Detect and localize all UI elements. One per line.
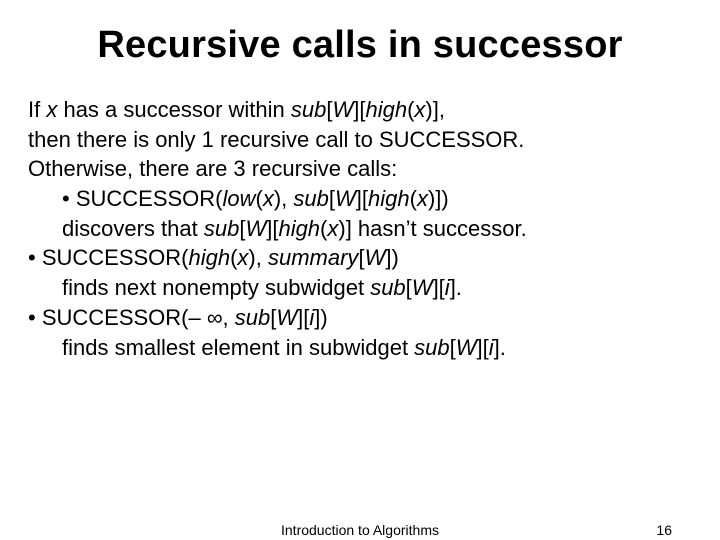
term-high: high — [368, 186, 410, 211]
text: has a successor within — [57, 97, 291, 122]
text: ), — [274, 186, 294, 211]
text: discovers that — [62, 216, 204, 241]
footer-title: Introduction to Algorithms — [281, 522, 439, 538]
var-w: W — [365, 245, 386, 270]
term-summary: summary — [268, 245, 358, 270]
slide: Recursive calls in successor If x has a … — [0, 0, 720, 540]
term-high: high — [189, 245, 231, 270]
text: ]. — [494, 335, 506, 360]
var-x: x — [417, 186, 428, 211]
text: • SUCCESSOR( — [28, 245, 189, 270]
text: ][ — [433, 275, 445, 300]
term-low: low — [223, 186, 256, 211]
var-x: x — [46, 97, 57, 122]
text: ][ — [353, 97, 365, 122]
var-x: x — [237, 245, 248, 270]
text: ][ — [356, 186, 368, 211]
var-x: x — [327, 216, 338, 241]
text: • SUCCESSOR(– ∞, — [28, 305, 235, 330]
text: ]) — [385, 245, 398, 270]
bullet-3-cont: finds smallest element in subwidget sub[… — [28, 333, 692, 363]
term-high: high — [278, 216, 320, 241]
text: )] hasn’t successor. — [338, 216, 526, 241]
term-sub: sub — [370, 275, 405, 300]
term-sub: sub — [235, 305, 270, 330]
text: If — [28, 97, 46, 122]
text: ( — [410, 186, 417, 211]
page-number: 16 — [656, 522, 672, 538]
bullet-2-cont: finds next nonempty subwidget sub[W][i]. — [28, 273, 692, 303]
term-sub: sub — [204, 216, 239, 241]
text: ), — [248, 245, 268, 270]
var-x: x — [414, 97, 425, 122]
text: • SUCCESSOR( — [62, 186, 223, 211]
bullet-3: • SUCCESSOR(– ∞, sub[W][i]) — [28, 303, 692, 333]
text: )]) — [428, 186, 449, 211]
slide-title: Recursive calls in successor — [28, 24, 692, 67]
term-sub: sub — [414, 335, 449, 360]
text: ][ — [297, 305, 309, 330]
text: )], — [425, 97, 445, 122]
bullet-2: • SUCCESSOR(high(x), summary[W]) — [28, 243, 692, 273]
line-2: then there is only 1 recursive call to S… — [28, 125, 692, 155]
term-high: high — [366, 97, 408, 122]
var-w: W — [456, 335, 477, 360]
slide-body: If x has a successor within sub[W][high(… — [28, 95, 692, 362]
text: ][ — [477, 335, 489, 360]
var-x: x — [263, 186, 274, 211]
text: finds next nonempty subwidget — [62, 275, 370, 300]
var-w: W — [245, 216, 266, 241]
var-w: W — [412, 275, 433, 300]
line-1: If x has a successor within sub[W][high(… — [28, 95, 692, 125]
bullet-1-cont: discovers that sub[W][high(x)] hasn’t su… — [28, 214, 692, 244]
var-w: W — [335, 186, 356, 211]
var-w: W — [276, 305, 297, 330]
text: ]. — [450, 275, 462, 300]
line-3: Otherwise, there are 3 recursive calls: — [28, 154, 692, 184]
text: ]) — [314, 305, 327, 330]
text: finds smallest element in subwidget — [62, 335, 414, 360]
term-sub: sub — [293, 186, 328, 211]
term-sub: sub — [291, 97, 326, 122]
text: ][ — [266, 216, 278, 241]
text: ( — [256, 186, 263, 211]
var-w: W — [333, 97, 354, 122]
bullet-1: • SUCCESSOR(low(x), sub[W][high(x)]) — [28, 184, 692, 214]
